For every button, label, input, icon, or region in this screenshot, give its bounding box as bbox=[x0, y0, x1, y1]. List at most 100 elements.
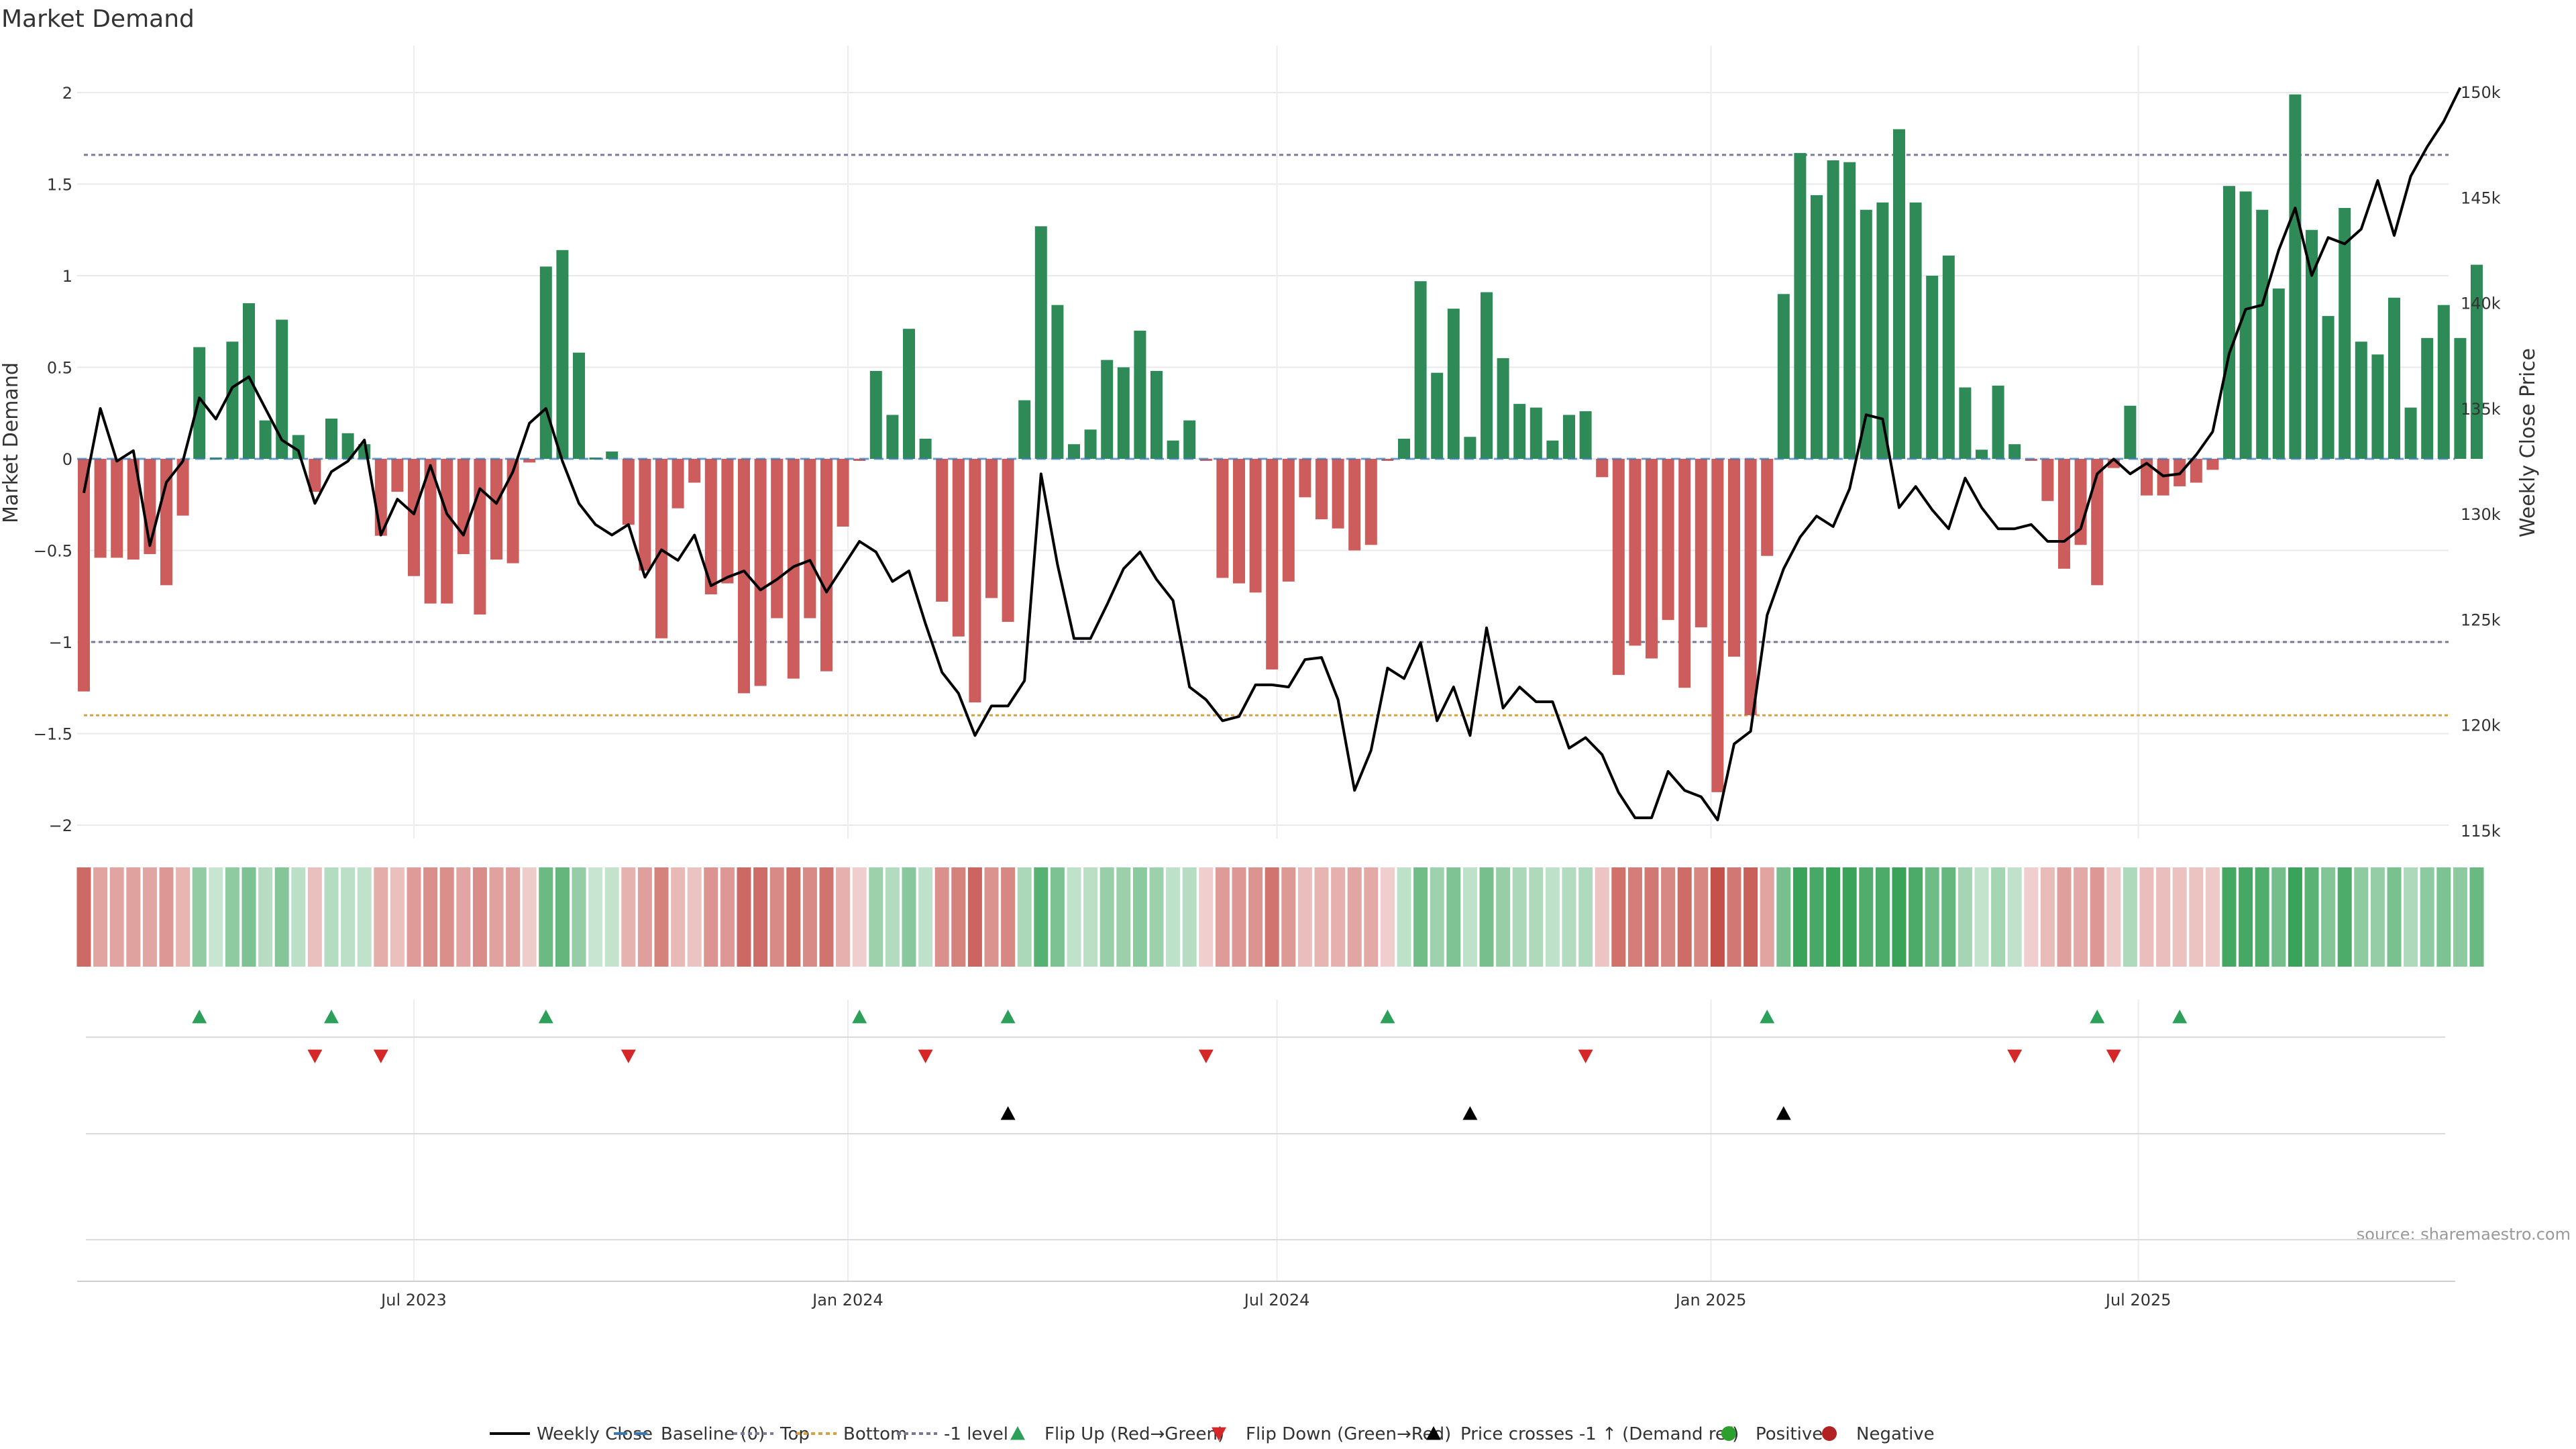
demand-bar bbox=[2041, 459, 2054, 501]
heat-strip-cell bbox=[967, 867, 982, 967]
demand-bar bbox=[1942, 255, 1955, 459]
heat-strip-cell bbox=[836, 867, 851, 967]
heat-strip-cell bbox=[984, 867, 999, 967]
heat-strip-cell bbox=[1677, 867, 1692, 967]
y-axis-label: Market Demand bbox=[0, 362, 23, 523]
legend-label: Flip Up (Red→Green) bbox=[1044, 1424, 1224, 1444]
heat-strip-cell bbox=[1001, 867, 1016, 967]
demand-bar bbox=[1678, 459, 1691, 688]
heat-strip-cell bbox=[2387, 867, 2402, 967]
demand-bar bbox=[1695, 459, 1707, 628]
demand-bar bbox=[2355, 341, 2367, 459]
x-tick-label: Jan 2025 bbox=[1674, 1291, 1747, 1309]
demand-bar bbox=[474, 459, 486, 615]
x-tick-label: Jan 2024 bbox=[811, 1291, 883, 1309]
heat-strip-cell bbox=[1265, 867, 1279, 967]
heat-strip-cell bbox=[1842, 867, 1857, 967]
demand-bar bbox=[1497, 358, 1509, 459]
heat-strip-cell bbox=[1215, 867, 1230, 967]
heat-strip-cell bbox=[555, 867, 570, 967]
legend-negative-swatch bbox=[1822, 1426, 1837, 1441]
y2-tick-label: 140k bbox=[2461, 294, 2501, 313]
demand-bar bbox=[391, 459, 404, 492]
heat-strip-cell bbox=[1792, 867, 1807, 967]
demand-bar bbox=[1266, 459, 1279, 669]
heat-strip-cell bbox=[1067, 867, 1081, 967]
heat-strip-cell bbox=[142, 867, 157, 967]
heat-strip-cell bbox=[1083, 867, 1098, 967]
y-tick-label: −1.5 bbox=[34, 725, 72, 744]
heat-strip-cell bbox=[1710, 867, 1725, 967]
demand-bar bbox=[1481, 292, 1493, 459]
flip-up-marker bbox=[2172, 1010, 2188, 1024]
heat-strip-cell bbox=[539, 867, 553, 967]
heat-strip-cell bbox=[2304, 867, 2319, 967]
demand-bar bbox=[1662, 459, 1674, 621]
heat-strip-cell bbox=[357, 867, 372, 967]
legend-positive-swatch bbox=[1721, 1426, 1736, 1441]
demand-bar bbox=[1777, 294, 1790, 459]
demand-bar bbox=[804, 459, 816, 619]
heat-strip-cell bbox=[769, 867, 784, 967]
heat-strip-cell bbox=[1116, 867, 1131, 967]
demand-bar bbox=[622, 459, 635, 525]
heat-strip-cell bbox=[1380, 867, 1395, 967]
demand-bar bbox=[1183, 420, 1196, 459]
heat-strip-cell bbox=[1331, 867, 1346, 967]
heat-strip-cell bbox=[2271, 867, 2286, 967]
flip-down-marker bbox=[2106, 1049, 2121, 1063]
flip-up-marker bbox=[852, 1010, 867, 1024]
cross-up-marker bbox=[1776, 1106, 1791, 1120]
demand-bar bbox=[1034, 226, 1047, 459]
heat-strip-cell bbox=[209, 867, 223, 967]
demand-bar bbox=[441, 459, 453, 604]
demand-bar bbox=[2437, 305, 2450, 459]
demand-bar bbox=[1381, 459, 1394, 461]
demand-bar bbox=[1414, 281, 1427, 459]
demand-bar bbox=[1398, 438, 1410, 459]
heat-strip-cell bbox=[1545, 867, 1560, 967]
heat-strip-cell bbox=[737, 867, 751, 967]
demand-bar bbox=[325, 418, 337, 459]
heat-strip-cell bbox=[1512, 867, 1527, 967]
heat-strip-cell bbox=[2321, 867, 2336, 967]
heat-strip-cell bbox=[1562, 867, 1576, 967]
heat-strip-cell bbox=[2106, 867, 2121, 967]
demand-bar bbox=[506, 459, 519, 564]
heat-strip-cell bbox=[1743, 867, 1758, 967]
heat-strip-cell bbox=[159, 867, 174, 967]
demand-bar bbox=[243, 303, 255, 459]
demand-bar bbox=[78, 459, 90, 692]
demand-bar bbox=[903, 329, 915, 459]
heat-strip-cell bbox=[407, 867, 421, 967]
legend-flip-up-swatch bbox=[1010, 1426, 1025, 1440]
demand-bar bbox=[1646, 459, 1658, 659]
demand-bar bbox=[2388, 297, 2400, 459]
heat-strip-cell bbox=[1595, 867, 1609, 967]
heat-strip-cell bbox=[2156, 867, 2171, 967]
heat-strip-cell bbox=[704, 867, 718, 967]
y-tick-label: 2 bbox=[62, 84, 72, 103]
demand-bar bbox=[1150, 370, 1163, 459]
heat-strip-cell bbox=[1034, 867, 1049, 967]
heat-strip-cell bbox=[869, 867, 883, 967]
heat-strip-cell bbox=[671, 867, 686, 967]
heat-strip-cell bbox=[687, 867, 702, 967]
heat-strip-cell bbox=[786, 867, 801, 967]
y2-tick-label: 145k bbox=[2461, 189, 2501, 207]
demand-bar bbox=[754, 459, 767, 686]
demand-bar bbox=[2256, 209, 2269, 459]
heat-strip-cell bbox=[1776, 867, 1791, 967]
demand-bar bbox=[1794, 153, 1807, 459]
legend-cross-swatch bbox=[1426, 1426, 1441, 1440]
heat-strip-cell bbox=[1314, 867, 1329, 967]
demand-bar bbox=[1728, 459, 1740, 657]
demand-bar bbox=[985, 459, 998, 598]
demand-bar bbox=[1711, 459, 1724, 792]
heat-strip-cell bbox=[291, 867, 306, 967]
demand-bar bbox=[919, 438, 932, 459]
heat-strip-cell bbox=[2222, 867, 2237, 967]
heat-strip-cell bbox=[2288, 867, 2302, 967]
heat-strip-cell bbox=[2205, 867, 2220, 967]
